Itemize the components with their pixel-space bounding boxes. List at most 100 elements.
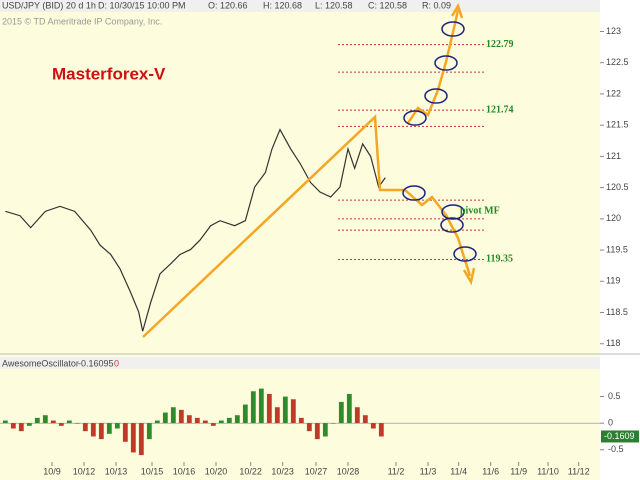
ellipse bbox=[440, 217, 464, 233]
osc-bar bbox=[130, 423, 136, 453]
y-tick-label: 119 bbox=[606, 276, 620, 286]
x-tick-label: 10/9 bbox=[43, 466, 61, 476]
osc-bar bbox=[162, 412, 168, 424]
down-arrow-head bbox=[462, 267, 476, 286]
osc-bar bbox=[234, 415, 240, 424]
x-tick-label: 10/12 bbox=[73, 466, 96, 476]
axis-background bbox=[600, 0, 640, 480]
price-line bbox=[5, 128, 386, 332]
copyright: 2015 © TD Ameritrade IP Company, Inc. bbox=[2, 16, 162, 26]
osc-bar bbox=[178, 409, 184, 424]
y-tick-label: 122 bbox=[606, 88, 621, 98]
osc-bar bbox=[50, 420, 56, 424]
y-tick-label: 120 bbox=[606, 213, 621, 223]
osc-bar bbox=[282, 396, 288, 424]
osc-bar bbox=[154, 420, 160, 424]
x-tick-label: 10/16 bbox=[173, 466, 196, 476]
osc-bar bbox=[322, 423, 328, 437]
date: D: 10/30/15 10:00 PM bbox=[98, 0, 186, 10]
osc-bar bbox=[10, 423, 16, 429]
osc-bar bbox=[250, 391, 256, 424]
x-tick-label: 10/28 bbox=[337, 466, 360, 476]
ellipse bbox=[402, 185, 426, 201]
osc-bar bbox=[170, 407, 176, 424]
annotation: 122.79 bbox=[486, 39, 514, 50]
low: L: 120.58 bbox=[315, 0, 353, 10]
y-tick-label: 0 bbox=[608, 418, 613, 428]
x-tick-label: 11/10 bbox=[537, 466, 559, 476]
x-tick-label: 10/22 bbox=[239, 466, 262, 476]
osc-bar bbox=[74, 423, 80, 424]
osc-bar bbox=[186, 415, 192, 424]
up-arrow bbox=[406, 9, 460, 124]
x-tick-label: 11/2 bbox=[388, 466, 405, 476]
osc-bar bbox=[42, 415, 48, 424]
range: R: 0.09 bbox=[422, 0, 451, 10]
osc-bar bbox=[146, 423, 152, 440]
osc-bar bbox=[274, 407, 280, 424]
ellipse bbox=[403, 110, 427, 126]
ellipse bbox=[441, 21, 465, 37]
y-tick-label: 122.5 bbox=[606, 57, 629, 67]
y-tick-label: 118 bbox=[606, 338, 620, 348]
y-tick-label: 0.5 bbox=[608, 391, 621, 401]
symbol: USD/JPY (BID) 20 d 1h bbox=[2, 0, 96, 10]
osc-bar bbox=[370, 423, 376, 429]
x-tick-label: 10/27 bbox=[305, 466, 328, 476]
osc-bar bbox=[114, 423, 120, 429]
osc-bar bbox=[362, 415, 368, 424]
osc-bar bbox=[306, 423, 312, 432]
osc-bar bbox=[58, 423, 64, 426]
osc-bar bbox=[354, 407, 360, 424]
value-flag-label: -0.1609 bbox=[604, 431, 635, 441]
osc-bar bbox=[2, 420, 8, 424]
osc-bar bbox=[90, 423, 96, 437]
x-tick-label: 10/15 bbox=[141, 466, 164, 476]
osc-bar bbox=[298, 417, 304, 424]
y-tick-label: -0.5 bbox=[608, 444, 624, 454]
osc-bar bbox=[210, 423, 216, 426]
annotation: 121.74 bbox=[486, 104, 514, 115]
osc-bar bbox=[122, 423, 128, 442]
osc-bar bbox=[194, 417, 200, 424]
ellipse bbox=[441, 204, 465, 220]
osc-bar bbox=[242, 404, 248, 424]
osc-bar bbox=[18, 423, 24, 432]
drawings bbox=[142, 3, 476, 338]
high: H: 120.68 bbox=[263, 0, 302, 10]
osc-bar bbox=[202, 420, 208, 424]
x-tick-label: 11/12 bbox=[568, 466, 590, 476]
x-tick-label: 10/23 bbox=[271, 466, 294, 476]
osc-bar bbox=[266, 393, 272, 424]
osc-value: -0.16095 bbox=[78, 358, 114, 368]
osc-title: AwesomeOscillator bbox=[2, 358, 79, 368]
annotation: pivot MF bbox=[460, 206, 500, 217]
y-tick-label: 121.5 bbox=[606, 120, 629, 130]
x-tick-label: 11/9 bbox=[510, 466, 527, 476]
chart-title: Masterforex-V bbox=[52, 64, 166, 83]
ellipse bbox=[434, 55, 458, 71]
osc-bar bbox=[290, 399, 296, 424]
x-tick-label: 10/20 bbox=[205, 466, 228, 476]
x-tick-label: 11/3 bbox=[420, 466, 437, 476]
osc-bar bbox=[138, 423, 144, 456]
ellipses bbox=[402, 21, 477, 262]
osc-header bbox=[0, 357, 600, 369]
x-tick-label: 10/13 bbox=[105, 466, 128, 476]
osc-bar bbox=[106, 423, 112, 434]
y-tick-label: 123 bbox=[606, 26, 621, 36]
osc-bar bbox=[66, 420, 72, 424]
x-tick-label: 11/6 bbox=[482, 466, 499, 476]
open: O: 120.66 bbox=[208, 0, 248, 10]
osc-bar bbox=[314, 423, 320, 440]
y-tick-label: 120.5 bbox=[606, 182, 629, 192]
up-arrow-head bbox=[450, 3, 464, 19]
osc-bar bbox=[226, 417, 232, 424]
y-tick-label: 118.5 bbox=[606, 307, 628, 317]
osc-bar bbox=[26, 423, 32, 426]
osc-bar bbox=[330, 423, 336, 424]
x-tick-label: 11/4 bbox=[450, 466, 467, 476]
ellipse bbox=[424, 88, 448, 104]
